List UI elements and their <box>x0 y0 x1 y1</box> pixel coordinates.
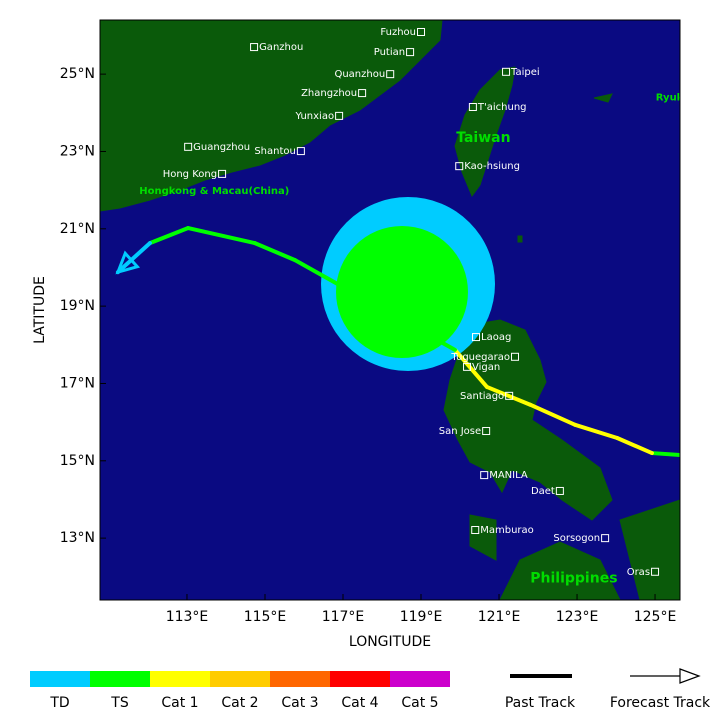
city-label: Laoag <box>481 332 511 343</box>
city-marker <box>417 27 426 36</box>
legend-swatch <box>270 671 330 687</box>
x-tick-label: 117°E <box>322 609 365 625</box>
city-label: Santiago <box>460 391 504 402</box>
city-label: Tuguegarao <box>450 352 510 363</box>
city-label: Shantou <box>254 146 296 157</box>
city-label: Vigan <box>472 362 500 373</box>
region-label: Hongkong & Macau(China) <box>139 186 289 197</box>
map-area: Fuzhou Putian Ganzhou Quanzhou Taipei Zhangzh… <box>100 20 704 600</box>
legend-label: Cat 4 <box>341 695 378 710</box>
x-tick-label: 119°E <box>400 609 443 625</box>
city-marker <box>482 427 491 436</box>
city-label: Oras <box>627 567 650 578</box>
city-marker <box>505 391 514 400</box>
city-label: MANILA <box>489 470 528 481</box>
city-marker <box>555 486 564 495</box>
track-segment <box>528 402 578 427</box>
x-tick-label: 113°E <box>166 609 209 625</box>
track-segment <box>649 451 680 457</box>
y-tick-label: 19°N <box>60 298 95 314</box>
track-segment <box>252 241 298 263</box>
x-tick-label: 125°E <box>634 609 677 625</box>
legend-swatch <box>210 671 270 687</box>
track-arrow <box>115 250 141 275</box>
x-tick-label: 123°E <box>556 609 599 625</box>
city-label: Putian <box>374 47 405 58</box>
legend-swatch <box>390 671 450 687</box>
city-label: Sorsogon <box>553 533 600 544</box>
wind-radius-50kt <box>336 226 468 358</box>
city-label: Zhangzhou <box>301 88 357 99</box>
plot-frame <box>99 19 681 601</box>
city-marker <box>651 567 660 576</box>
legend-label: Cat 5 <box>401 695 438 710</box>
city-marker <box>296 147 305 156</box>
city-label: Taipei <box>510 67 540 78</box>
legend-swatch <box>90 671 150 687</box>
city-label: San Jose <box>439 426 481 437</box>
y-tick-label: 13°N <box>60 530 95 546</box>
legend-swatch <box>330 671 390 687</box>
forecast-arrow <box>679 668 701 684</box>
y-tick-label: 17°N <box>60 375 95 391</box>
city-marker <box>218 169 227 178</box>
city-marker <box>184 142 193 151</box>
city-marker <box>471 526 480 535</box>
track-segment <box>573 422 620 440</box>
city-marker <box>335 111 344 120</box>
legend-label: Cat 2 <box>221 695 258 710</box>
city-marker <box>480 471 489 480</box>
city-marker <box>511 352 520 361</box>
city-marker <box>455 162 464 171</box>
y-tick-label: 15°N <box>60 453 95 469</box>
region-label: Ryukyu I <box>656 92 704 103</box>
city-label: Yunxiao <box>295 111 335 122</box>
y-tick-label: 23°N <box>60 143 95 159</box>
city-marker <box>250 43 259 52</box>
x-tick-label: 121°E <box>478 609 521 625</box>
city-marker <box>386 70 395 79</box>
land <box>100 20 680 600</box>
track-segment <box>293 258 457 352</box>
city-label: Hong Kong <box>163 169 217 180</box>
city-marker <box>358 89 367 98</box>
city-label: Quanzhou <box>334 69 385 80</box>
legend-label: TD <box>49 695 69 710</box>
city-marker <box>502 67 511 76</box>
y-tick-label: 25°N <box>60 66 95 82</box>
city-marker <box>472 333 481 342</box>
city-label: Ganzhou <box>259 42 303 53</box>
legend-label: Forecast Track <box>610 695 711 710</box>
track-segment <box>615 435 654 456</box>
legend-label: Cat 3 <box>281 695 318 710</box>
x-tick-label: 115°E <box>244 609 287 625</box>
track-segment <box>186 226 257 246</box>
legend-label: Past Track <box>505 695 576 710</box>
city-marker <box>468 103 477 111</box>
city-marker <box>463 362 472 371</box>
city-label: Fuzhou <box>380 27 416 38</box>
city-label: T'aichung <box>477 102 527 113</box>
legend-swatch <box>30 671 90 687</box>
region-label: Philippines <box>530 571 617 587</box>
labels: Fuzhou Putian Ganzhou Quanzhou Taipei Zhangzh… <box>139 27 704 587</box>
legend-label: Cat 1 <box>161 695 198 710</box>
y-axis-label: LATITUDE <box>32 276 48 344</box>
y-tick-label: 21°N <box>60 221 95 237</box>
city-label: Guangzhou <box>193 142 250 153</box>
x-axis-label: LONGITUDE <box>349 634 431 650</box>
city-label: Daet <box>531 486 555 497</box>
legend-label: TS <box>110 695 129 710</box>
city-marker <box>601 534 610 543</box>
city-marker <box>406 48 415 57</box>
track-segment <box>484 384 533 407</box>
track-segment <box>147 226 191 246</box>
city-label: Kao-hsiung <box>464 161 520 172</box>
region-label: Taiwan <box>456 130 510 146</box>
city-label: Mamburao <box>480 525 534 536</box>
legend-swatch <box>150 671 210 687</box>
track-segment <box>115 241 152 275</box>
